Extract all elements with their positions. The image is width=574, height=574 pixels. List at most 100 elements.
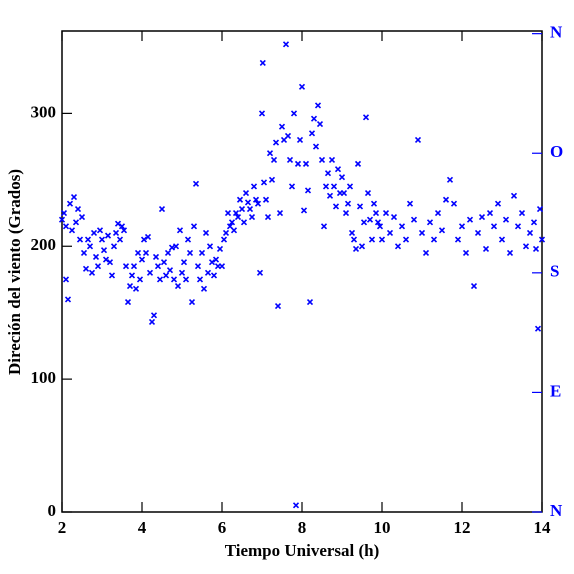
marker xyxy=(118,223,126,230)
marker xyxy=(210,272,218,279)
marker xyxy=(376,223,384,230)
marker xyxy=(300,207,308,214)
marker xyxy=(454,236,462,243)
marker xyxy=(154,263,162,270)
marker xyxy=(110,243,118,250)
x-tick-label: 4 xyxy=(138,518,147,537)
marker xyxy=(188,298,196,306)
y-tick-label: 100 xyxy=(31,368,57,387)
marker xyxy=(76,236,84,243)
marker xyxy=(390,213,398,221)
marker xyxy=(236,196,244,203)
marker xyxy=(126,283,134,290)
marker xyxy=(259,59,266,66)
marker xyxy=(164,249,172,256)
marker xyxy=(282,41,290,48)
marker xyxy=(136,276,144,283)
marker xyxy=(406,200,414,207)
marker xyxy=(90,229,98,237)
marker xyxy=(332,203,340,210)
marker xyxy=(150,312,158,319)
marker xyxy=(310,115,318,122)
marker xyxy=(96,227,104,234)
marker xyxy=(314,102,322,109)
marker xyxy=(414,136,422,144)
marker xyxy=(134,249,142,256)
y-tick-label: 300 xyxy=(31,102,57,121)
marker xyxy=(102,256,110,263)
marker xyxy=(534,325,542,332)
x-axis-label: Tiempo Universal (h) xyxy=(225,541,380,560)
marker xyxy=(536,205,544,213)
marker xyxy=(98,236,106,243)
marker xyxy=(256,269,264,276)
marker xyxy=(206,243,214,250)
marker xyxy=(140,236,148,243)
marker xyxy=(486,209,494,217)
marker xyxy=(344,200,352,207)
marker xyxy=(184,236,192,243)
marker xyxy=(304,187,312,194)
marker xyxy=(194,263,202,270)
y-tick-label: 0 xyxy=(48,501,57,520)
y-axis-label: Direción del viento (Grados) xyxy=(5,169,24,375)
marker xyxy=(62,223,70,230)
marker xyxy=(138,256,146,263)
marker xyxy=(114,220,122,227)
marker xyxy=(382,209,390,217)
marker xyxy=(88,269,96,276)
marker xyxy=(394,243,402,250)
marker xyxy=(208,259,216,266)
marker xyxy=(244,199,252,206)
marker xyxy=(360,219,368,226)
marker xyxy=(350,236,358,243)
marker xyxy=(72,219,80,226)
marker xyxy=(78,213,86,221)
marker xyxy=(378,236,386,243)
marker xyxy=(316,120,324,128)
marker xyxy=(434,209,442,217)
marker xyxy=(286,156,294,163)
marker xyxy=(266,150,274,157)
marker xyxy=(64,296,72,303)
marker xyxy=(308,130,316,137)
marker xyxy=(84,236,92,243)
marker xyxy=(322,183,330,190)
marker xyxy=(232,209,240,217)
marker xyxy=(288,183,296,190)
marker xyxy=(270,156,278,163)
y2-tick-label: O xyxy=(550,142,563,161)
marker xyxy=(242,190,250,197)
marker xyxy=(422,249,430,256)
x-tick-label: 6 xyxy=(218,518,227,537)
marker xyxy=(446,176,454,183)
marker xyxy=(192,180,200,187)
marker xyxy=(262,196,270,203)
marker xyxy=(218,263,226,270)
marker xyxy=(196,276,204,283)
marker xyxy=(278,123,286,130)
marker xyxy=(186,249,194,256)
marker xyxy=(298,83,306,90)
marker xyxy=(116,236,124,243)
marker xyxy=(66,200,74,207)
marker xyxy=(86,243,94,250)
marker xyxy=(216,245,224,252)
marker xyxy=(402,236,410,243)
marker xyxy=(470,283,478,290)
marker xyxy=(370,200,378,207)
marker xyxy=(132,285,140,292)
marker xyxy=(532,245,540,252)
marker xyxy=(268,176,276,183)
x-tick-label: 2 xyxy=(58,518,67,537)
marker xyxy=(364,190,372,197)
marker xyxy=(326,192,334,199)
marker xyxy=(234,213,242,221)
marker xyxy=(124,298,132,306)
marker xyxy=(200,285,208,292)
x-tick-label: 12 xyxy=(454,518,471,537)
marker xyxy=(152,253,160,260)
marker xyxy=(442,196,450,203)
y2-tick-label: N xyxy=(550,501,563,520)
